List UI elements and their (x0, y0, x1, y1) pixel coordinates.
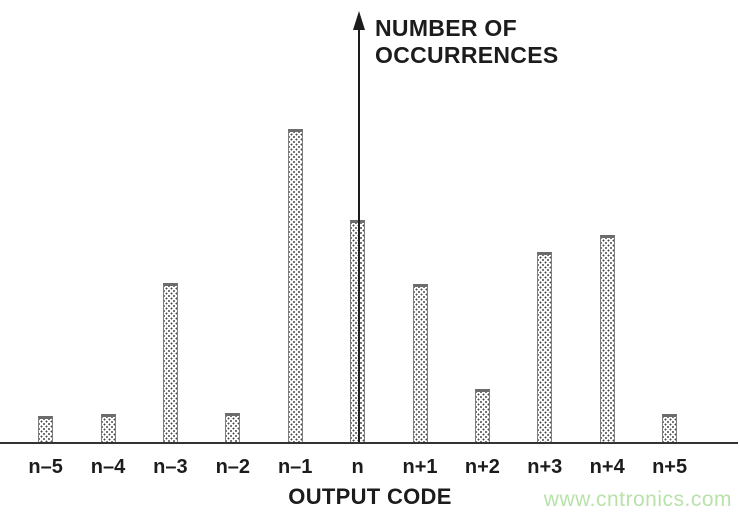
bar-n+2 (474, 389, 490, 444)
x-tick-label-n-5: n–5 (28, 456, 63, 478)
bar-n-2 (225, 413, 241, 444)
x-tick-label-n-4: n–4 (90, 456, 126, 478)
bar-n-1 (287, 129, 303, 444)
y-axis-title-line1: NUMBER OF (375, 15, 517, 41)
x-tick-label-n+5: n+5 (652, 456, 688, 478)
y-axis-title: NUMBER OF OCCURRENCES (375, 15, 558, 69)
x-tick-label-n+1: n+1 (402, 456, 438, 478)
bar-n-4 (100, 414, 116, 444)
bar-n (350, 220, 366, 444)
x-tick-label-n: n (351, 456, 364, 478)
x-tick-label-n+4: n+4 (589, 456, 625, 478)
y-axis-title-line2: OCCURRENCES (375, 42, 559, 68)
x-axis-line (0, 442, 738, 444)
bar-n+5 (662, 414, 678, 444)
x-tick-label-n+3: n+3 (527, 456, 563, 478)
bar-n-3 (162, 283, 178, 444)
x-tick-label-n+2: n+2 (464, 456, 500, 478)
x-tick-label-n-1: n–1 (277, 456, 313, 478)
x-tick-label-n-3: n–3 (153, 456, 188, 478)
watermark-text: www.cntronics.com (543, 488, 732, 511)
bar-n+3 (537, 252, 553, 444)
y-axis-line (358, 27, 360, 444)
bar-n+1 (412, 284, 428, 444)
x-tick-label-n-2: n–2 (215, 456, 251, 478)
bar-n-5 (38, 416, 54, 444)
x-axis-title: OUTPUT CODE (288, 484, 452, 509)
y-axis-arrowhead-icon (353, 11, 365, 30)
bar-n+4 (599, 235, 615, 444)
